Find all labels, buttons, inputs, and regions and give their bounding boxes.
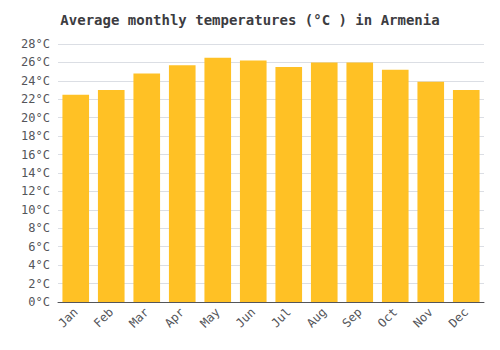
svg-text:20°C: 20°C (21, 111, 50, 125)
svg-text:4°C: 4°C (28, 258, 50, 272)
svg-text:6°C: 6°C (28, 240, 50, 254)
svg-text:12°C: 12°C (21, 184, 50, 198)
svg-text:Jan: Jan (55, 305, 80, 330)
svg-text:8°C: 8°C (28, 221, 50, 235)
svg-text:Dec: Dec (446, 305, 471, 330)
svg-text:2°C: 2°C (28, 277, 50, 291)
svg-text:Feb: Feb (91, 305, 116, 330)
svg-text:26°C: 26°C (21, 55, 50, 69)
svg-text:0°C: 0°C (28, 295, 50, 309)
svg-text:May: May (197, 305, 222, 330)
svg-text:Average monthly temperatures (: Average monthly temperatures (°C ) in Ar… (60, 12, 439, 28)
svg-text:Jun: Jun (233, 305, 258, 330)
svg-text:Nov: Nov (410, 305, 435, 330)
svg-text:24°C: 24°C (21, 74, 50, 88)
svg-text:Aug: Aug (304, 305, 329, 330)
svg-text:10°C: 10°C (21, 203, 50, 217)
svg-text:Mar: Mar (126, 305, 151, 330)
svg-text:Sep: Sep (339, 305, 364, 330)
svg-text:28°C: 28°C (21, 37, 50, 51)
svg-text:Oct: Oct (375, 305, 400, 330)
svg-text:22°C: 22°C (21, 92, 50, 106)
svg-text:14°C: 14°C (21, 166, 50, 180)
svg-text:Apr: Apr (162, 305, 187, 330)
svg-text:16°C: 16°C (21, 148, 50, 162)
svg-text:18°C: 18°C (21, 129, 50, 143)
svg-text:Jul: Jul (268, 305, 293, 330)
